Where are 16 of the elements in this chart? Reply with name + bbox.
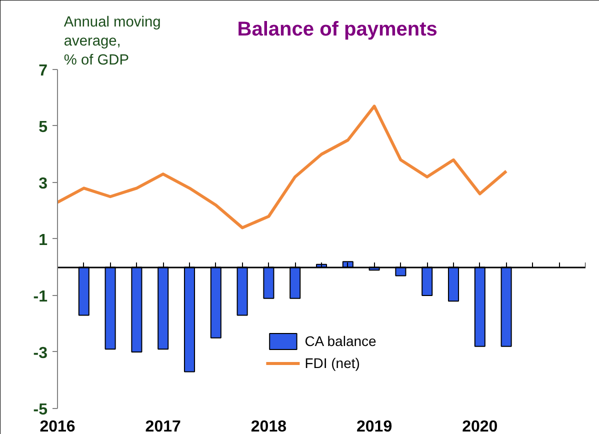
chart-title: Balance of payments [237, 18, 438, 41]
y-tick-label: 3 [38, 175, 48, 192]
y-tick-label: 7 [38, 62, 48, 80]
y-tick-label: 1 [38, 232, 48, 249]
y-tick-label: 5 [38, 118, 48, 136]
y-axis-title: Annual moving average, % of GDP [64, 14, 161, 68]
x-tick-label: 2018 [250, 418, 287, 434]
y-tick-label: -5 [33, 402, 48, 418]
legend-label: CA balance [304, 333, 376, 349]
x-tick-label: 2019 [356, 418, 392, 434]
x-tick-label: 2017 [145, 418, 181, 434]
x-tick-label: 2020 [462, 418, 498, 434]
y-tick-label: -1 [33, 288, 48, 306]
y-tick-label: -3 [33, 345, 48, 362]
x-tick-label: 2016 [40, 418, 76, 434]
legend-label: FDI (net) [304, 355, 360, 371]
